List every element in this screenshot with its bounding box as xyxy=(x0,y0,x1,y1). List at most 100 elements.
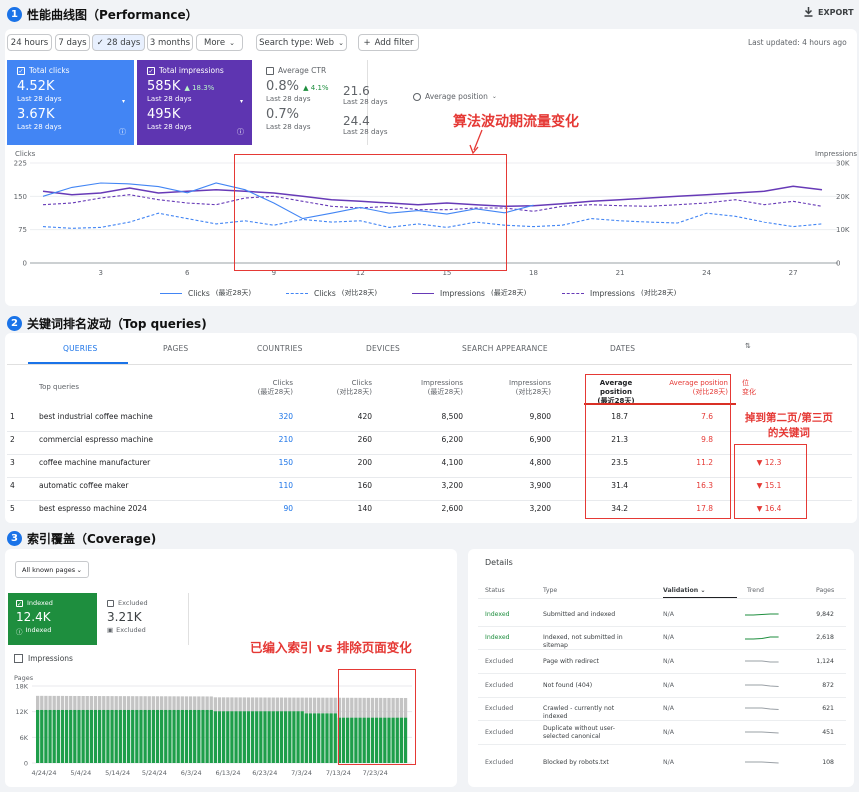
row-divider xyxy=(7,500,852,501)
excluded-bar xyxy=(325,697,329,714)
section-number-badge: 2 xyxy=(7,316,22,331)
metric-total-clicks[interactable]: ✓ Total clicks 4.52K Last 28 days 3.67K L… xyxy=(7,60,134,145)
indexed-bar xyxy=(197,709,201,763)
type-text: Not found (404) xyxy=(543,682,593,689)
tab-search-appearance[interactable]: SEARCH APPEARANCE xyxy=(462,344,548,353)
th-clicks-compare[interactable]: Clicks (对比28天) xyxy=(336,379,372,396)
th-position-change: 位变化 xyxy=(742,379,756,396)
arrow-down-icon: ▾ xyxy=(121,98,125,105)
indexed-bar xyxy=(139,709,143,763)
excluded-bar xyxy=(197,696,201,710)
excluded-bar xyxy=(374,697,379,718)
excluded-bar xyxy=(126,696,131,710)
section-number-badge: 3 xyxy=(7,531,22,546)
y-left-tick-label: 225 xyxy=(14,160,27,168)
query-text[interactable]: best espresso machine 2024 xyxy=(39,504,147,513)
th-position-compare[interactable]: Average position (对比28天) xyxy=(669,379,728,396)
metric-position-compare-period: Last 28 days xyxy=(343,128,388,136)
metric-average-position[interactable]: Average position ⌄ xyxy=(413,92,497,101)
indexed-bar xyxy=(73,709,77,763)
excluded-bar xyxy=(135,696,139,710)
tab-dates[interactable]: DATES xyxy=(610,344,636,353)
tab-countries[interactable]: COUNTRIES xyxy=(257,344,303,353)
indexed-bar xyxy=(114,709,118,763)
query-text[interactable]: commercial espresso machine xyxy=(39,435,153,444)
excluded-bar xyxy=(246,697,251,712)
excluded-bar xyxy=(168,696,172,710)
metric-average-ctr[interactable]: Average CTR 0.8% ▲ 4.1% Last 28 days 0.7… xyxy=(256,60,368,145)
th-impressions-current[interactable]: Impressions (最近28天) xyxy=(421,379,463,396)
range-chip-24h[interactable]: 24 hours xyxy=(7,34,52,51)
indexed-bar xyxy=(131,709,135,763)
excluded-bar xyxy=(296,697,300,712)
indexed-bar xyxy=(284,711,288,763)
tab-queries[interactable]: QUERIES xyxy=(63,344,98,353)
metric-label: Total impressions xyxy=(159,66,224,75)
excluded-bar xyxy=(60,695,65,710)
th-impressions-compare[interactable]: Impressions (对比28天) xyxy=(509,379,551,396)
query-text[interactable]: best industrial coffee machine xyxy=(39,412,153,421)
help-icon[interactable]: ⓘ xyxy=(237,128,244,136)
chevron-down-icon: ⌄ xyxy=(491,93,497,100)
position-compare: 11.2 xyxy=(696,458,713,467)
excluded-bar xyxy=(222,697,226,712)
type-text: Duplicate without user-selected canonica… xyxy=(543,725,616,740)
indexed-bar xyxy=(296,711,300,763)
add-filter-button[interactable]: + Add filter xyxy=(358,34,419,51)
range-chip-7d[interactable]: 7 days xyxy=(55,34,90,51)
metric-value: 3.21K xyxy=(107,610,142,624)
th-clicks-current[interactable]: Clicks (最近28天) xyxy=(257,379,293,396)
dh-pages[interactable]: Pages xyxy=(816,587,835,594)
legend-clicks-current[interactable]: Clicks (最近28天) xyxy=(160,288,251,298)
export-label: EXPORT xyxy=(818,7,854,17)
metric-label: Average CTR xyxy=(278,66,327,75)
excluded-bar xyxy=(321,697,325,714)
legend-swatch xyxy=(412,292,434,294)
excluded-bar xyxy=(118,696,122,710)
query-text[interactable]: automatic coffee maker xyxy=(39,481,129,490)
info-icon: ⓘ xyxy=(16,628,23,636)
export-button[interactable]: EXPORT xyxy=(804,7,854,17)
sort-icon[interactable]: ⇅ xyxy=(745,342,751,350)
indexed-bar xyxy=(246,711,251,763)
coverage-indexed-card[interactable]: ✓ Indexed 12.4K ⓘ Indexed xyxy=(8,593,97,645)
impressions-toggle[interactable]: Impressions xyxy=(14,654,73,663)
performance-line-chart: 225 150 75 0 30K 20K 10K 0 3 6 9 12 15 18 21 24 27 xyxy=(14,160,850,278)
indexed-bar xyxy=(275,711,280,763)
excluded-bar xyxy=(308,697,313,714)
metric-total-impressions[interactable]: ✓ Total impressions 585K ▲ 18.3% Last 28 … xyxy=(137,60,252,145)
indexed-bar xyxy=(263,711,267,763)
indexed-bar xyxy=(180,709,184,763)
type-text: Submitted and indexed xyxy=(543,611,616,618)
row-number: 2 xyxy=(10,435,15,444)
excluded-bar xyxy=(139,696,143,710)
excluded-bar xyxy=(147,696,151,710)
range-chip-3m[interactable]: 3 months xyxy=(147,34,193,51)
row-number: 5 xyxy=(10,504,15,513)
indexed-bar xyxy=(267,711,271,763)
more-dropdown[interactable]: More ⌄ xyxy=(196,34,243,51)
query-text[interactable]: coffee machine manufacturer xyxy=(39,458,151,467)
help-icon[interactable]: ⓘ xyxy=(119,128,126,136)
legend-impressions-compare[interactable]: Impressions (对比28天) xyxy=(562,288,676,298)
coverage-excluded-card[interactable]: Excluded 3.21K ▣ Excluded xyxy=(99,593,189,645)
indexed-bar xyxy=(213,711,218,763)
y-right-tick-label: 30K xyxy=(836,160,850,168)
dh-type[interactable]: Type xyxy=(543,587,558,594)
impressions-compare: 4,800 xyxy=(529,458,551,467)
legend-impressions-current[interactable]: Impressions (最近28天) xyxy=(412,288,526,298)
indexed-bar xyxy=(56,709,60,763)
last-updated: Last updated: 4 hours ago xyxy=(748,38,847,47)
search-type-dropdown[interactable]: Search type: Web ⌄ xyxy=(256,34,347,51)
tab-devices[interactable]: DEVICES xyxy=(366,344,400,353)
range-chip-28d[interactable]: ✓ 28 days xyxy=(92,34,145,51)
legend-clicks-compare[interactable]: Clicks (对比28天) xyxy=(286,288,377,298)
tab-pages[interactable]: PAGES xyxy=(163,344,189,353)
th-position-current[interactable]: Average position (最近28天) xyxy=(597,379,635,405)
coverage-scope-dropdown[interactable]: All known pages ⌄ xyxy=(15,561,89,578)
dh-validation[interactable]: Validation ⌄ xyxy=(663,587,706,594)
validation-text: N/A xyxy=(663,634,674,641)
dh-status[interactable]: Status xyxy=(485,587,505,594)
checkbox-checked-icon: ✓ xyxy=(17,66,25,75)
indexed-bar xyxy=(110,709,114,763)
